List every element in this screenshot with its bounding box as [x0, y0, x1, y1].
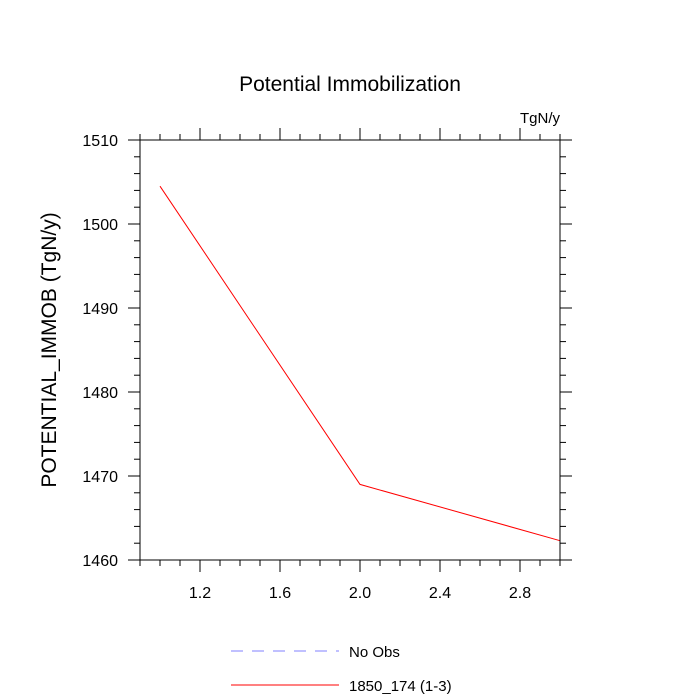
y-tick-label: 1510 [82, 133, 118, 150]
series-line [159, 185, 561, 542]
legend-label: 1850_174 (1-3) [349, 678, 452, 695]
y-tick-label: 1470 [82, 469, 118, 486]
minor-ticks [134, 134, 566, 566]
y-tick-label: 1490 [82, 301, 118, 318]
chart-title: Potential Immobilization [239, 73, 461, 96]
x-tick-label: 2.0 [349, 585, 371, 602]
legend-label: No Obs [349, 644, 400, 661]
y-tick-labels: 1460 1470 1480 1490 1500 1510 [82, 133, 118, 570]
x-tick-label: 1.6 [269, 585, 291, 602]
major-ticks [128, 128, 572, 572]
series-layer [159, 185, 561, 542]
y-axis-label: POTENTIAL_IMMOB (TgN/y) [38, 212, 61, 487]
x-tick-label: 2.4 [429, 585, 451, 602]
plot-frame [139, 139, 561, 561]
x-tick-label: 2.8 [509, 585, 531, 602]
y-tick-label: 1500 [82, 217, 118, 234]
y-tick-label: 1460 [82, 553, 118, 570]
x-tick-labels: 1.2 1.6 2.0 2.4 2.8 [189, 585, 531, 602]
legend: No Obs 1850_174 (1-3) [231, 644, 452, 695]
x-tick-label: 1.2 [189, 585, 211, 602]
units-label: TgN/y [520, 110, 561, 127]
y-tick-label: 1480 [82, 385, 118, 402]
